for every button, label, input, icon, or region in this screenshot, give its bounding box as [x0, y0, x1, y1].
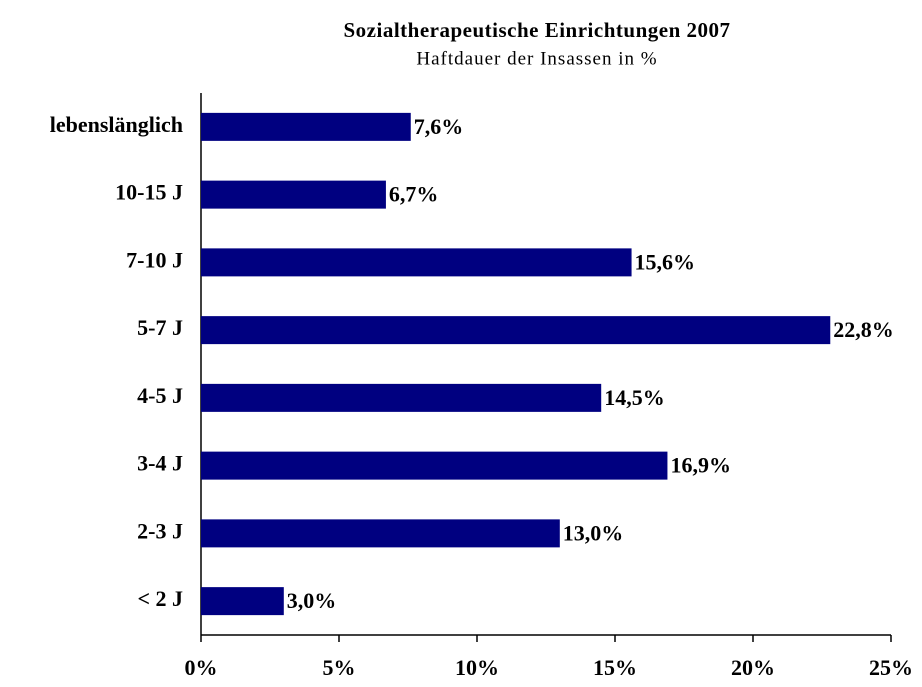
- x-tick-label: 5%: [323, 655, 356, 680]
- bar: [201, 112, 411, 141]
- x-tick-label: 15%: [593, 655, 637, 680]
- bar: [201, 451, 668, 480]
- y-tick-label: < 2 J: [137, 586, 183, 611]
- chart-title: Sozialtherapeutische Einrichtungen 2007: [343, 18, 730, 42]
- y-tick-label: 5-7 J: [137, 315, 183, 340]
- y-tick-label: 4-5 J: [137, 383, 183, 408]
- chart-subtitle: Haftdauer der Insassen in %: [416, 48, 657, 69]
- y-tick-label: 3-4 J: [137, 451, 183, 476]
- bar: [201, 248, 632, 277]
- bar: [201, 587, 284, 616]
- x-tick-label: 25%: [869, 655, 913, 680]
- y-tick-label: 7-10 J: [126, 247, 183, 272]
- x-tick-label: 20%: [731, 655, 775, 680]
- value-label: 7,6%: [414, 114, 464, 139]
- bar: [201, 180, 386, 209]
- y-tick-label: 2-3 J: [137, 518, 183, 543]
- x-tick-label: 10%: [455, 655, 499, 680]
- value-label: 16,9%: [670, 453, 731, 478]
- x-tick-label: 0%: [185, 655, 218, 680]
- bar: [201, 383, 602, 412]
- value-label: 13,0%: [563, 520, 624, 545]
- value-label: 14,5%: [604, 385, 665, 410]
- value-label: 3,0%: [287, 588, 337, 613]
- bar: [201, 519, 560, 548]
- bar: [201, 316, 831, 345]
- value-label: 15,6%: [635, 249, 696, 274]
- y-tick-label: 10-15 J: [115, 180, 183, 205]
- value-label: 22,8%: [833, 317, 894, 342]
- y-tick-label: lebenslänglich: [50, 112, 183, 137]
- value-label: 6,7%: [389, 182, 439, 207]
